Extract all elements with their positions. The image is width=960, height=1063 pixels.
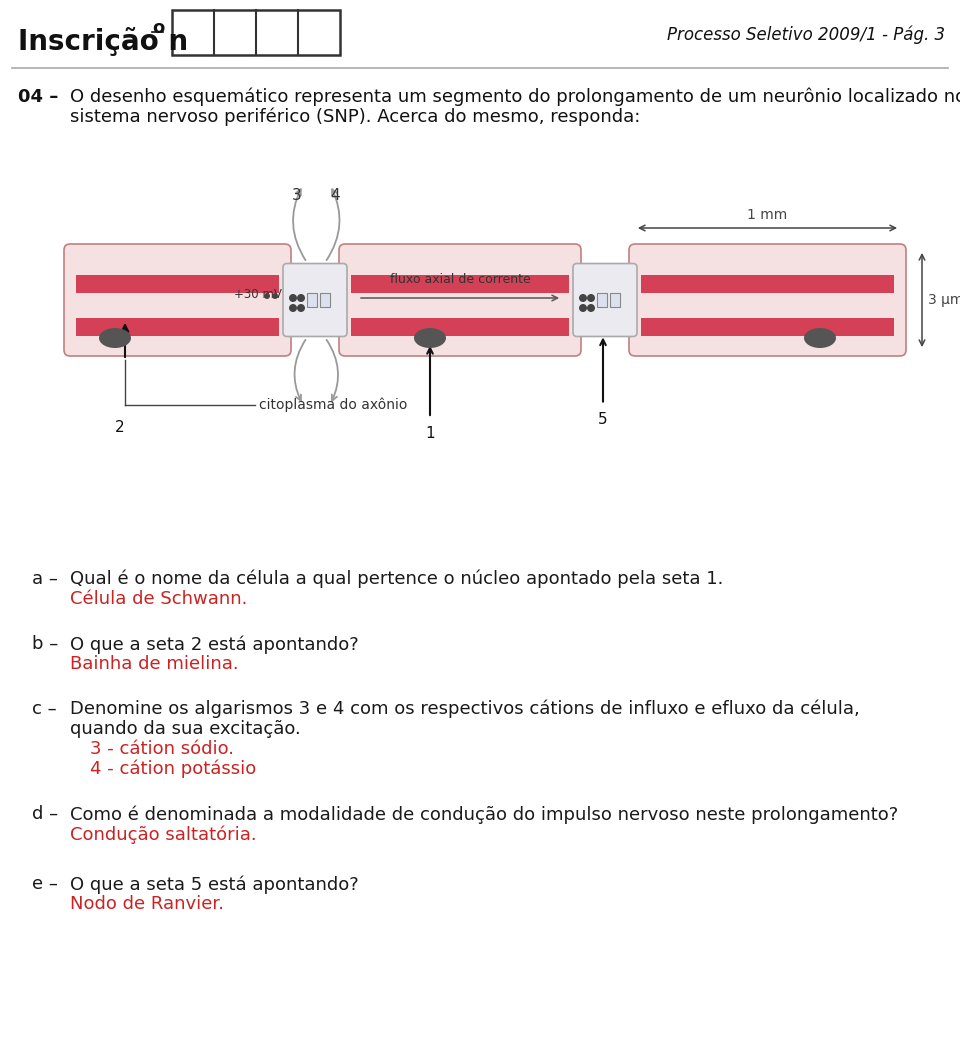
Text: +30 mV: +30 mV	[234, 287, 282, 301]
Bar	[351, 318, 569, 336]
Text: quando da sua excitação.: quando da sua excitação.	[70, 720, 300, 738]
Circle shape	[587, 304, 595, 313]
Text: 4: 4	[330, 187, 340, 202]
Text: b –: b –	[32, 635, 59, 653]
Text: c –: c –	[32, 701, 57, 718]
FancyBboxPatch shape	[339, 244, 581, 356]
Text: sistema nervoso periférico (SNP). Acerca do mesmo, responda:: sistema nervoso periférico (SNP). Acerca…	[70, 107, 640, 125]
Text: 1 mm: 1 mm	[748, 208, 787, 222]
Bar	[641, 318, 894, 336]
Text: d –: d –	[32, 805, 59, 823]
Ellipse shape	[804, 328, 836, 348]
Text: Como é denominada a modalidade de condução do impulso nervoso neste prolongament: Como é denominada a modalidade de conduç…	[70, 805, 899, 824]
FancyBboxPatch shape	[573, 264, 637, 337]
Circle shape	[289, 294, 297, 302]
Text: 3 - cátion sódio.: 3 - cátion sódio.	[90, 740, 234, 758]
Text: 04 –: 04 –	[18, 88, 59, 106]
Text: 4 - cátion potássio: 4 - cátion potássio	[90, 760, 256, 778]
Text: citoplasma do axônio: citoplasma do axônio	[259, 398, 407, 412]
Text: Bainha de mielina.: Bainha de mielina.	[70, 655, 239, 673]
Text: Inscrição n: Inscrição n	[18, 28, 188, 56]
Text: 1: 1	[425, 426, 435, 441]
Text: O que a seta 2 está apontando?: O que a seta 2 está apontando?	[70, 635, 359, 654]
Bar	[76, 318, 279, 336]
Text: 2: 2	[115, 420, 125, 435]
Bar	[610, 293, 620, 307]
FancyBboxPatch shape	[283, 264, 347, 337]
Text: e –: e –	[32, 875, 58, 893]
Bar	[351, 275, 569, 293]
Bar	[641, 275, 894, 293]
Text: Qual é o nome da célula a qual pertence o núcleo apontado pela seta 1.: Qual é o nome da célula a qual pertence …	[70, 570, 724, 589]
Bar	[307, 293, 317, 307]
Circle shape	[264, 293, 270, 299]
Circle shape	[587, 294, 595, 302]
Text: O que a seta 5 está apontando?: O que a seta 5 está apontando?	[70, 875, 359, 894]
FancyBboxPatch shape	[64, 244, 291, 356]
Text: a –: a –	[32, 570, 58, 588]
Ellipse shape	[99, 328, 131, 348]
Text: 3: 3	[292, 187, 301, 202]
Text: 3 µm: 3 µm	[928, 293, 960, 307]
Bar	[597, 293, 607, 307]
Circle shape	[289, 304, 297, 313]
Ellipse shape	[414, 328, 446, 348]
Text: Célula de Schwann.: Célula de Schwann.	[70, 590, 248, 608]
Text: fluxo axial de corrente: fluxo axial de corrente	[390, 273, 530, 286]
Text: Processo Seletivo 2009/1 - Pág. 3: Processo Seletivo 2009/1 - Pág. 3	[667, 26, 945, 45]
Circle shape	[297, 304, 305, 313]
Text: Denomine os algarismos 3 e 4 com os respectivos cátions de influxo e efluxo da c: Denomine os algarismos 3 e 4 com os resp…	[70, 701, 860, 719]
Bar	[76, 275, 279, 293]
Text: O desenho esquemático representa um segmento do prolongamento de um neurônio loc: O desenho esquemático representa um segm…	[70, 88, 960, 106]
Text: 5: 5	[598, 412, 608, 427]
Circle shape	[579, 304, 587, 313]
Circle shape	[297, 294, 305, 302]
Bar	[320, 293, 330, 307]
FancyBboxPatch shape	[629, 244, 906, 356]
Text: o: o	[152, 19, 164, 37]
Text: Nodo de Ranvier.: Nodo de Ranvier.	[70, 895, 224, 913]
Bar	[172, 10, 340, 55]
Circle shape	[579, 294, 587, 302]
Text: Condução saltatória.: Condução saltatória.	[70, 825, 256, 844]
Circle shape	[272, 293, 278, 299]
